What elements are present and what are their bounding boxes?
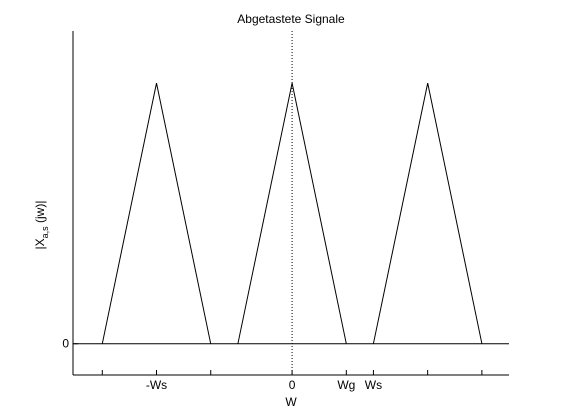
y-axis-label-suffix: (jw)| xyxy=(33,201,47,227)
x-tick-label-3: Wg xyxy=(337,378,355,392)
labels-group: -Ws 0 Wg Ws 0 Abgetastete Signale W |Xa,s (jw)| xyxy=(33,12,382,409)
series-line-3 xyxy=(372,82,483,344)
ticks-group xyxy=(73,343,483,375)
axes xyxy=(72,31,509,376)
x-tick-label-4: Ws xyxy=(365,378,382,392)
y-axis-label: |Xa,s (jw)| xyxy=(33,201,50,250)
y-axis-label-prefix: |X xyxy=(33,238,47,249)
y-axis-label-subscript: a,s xyxy=(40,226,50,239)
series-line-2 xyxy=(237,82,347,344)
series-line-1 xyxy=(101,82,212,344)
series-group xyxy=(101,82,483,344)
x-tick-label-2: 0 xyxy=(289,378,296,392)
x-tick-label-1: -Ws xyxy=(146,378,167,392)
chart-title: Abgetastete Signale xyxy=(237,12,345,26)
y-tick-label-1: 0 xyxy=(62,337,69,351)
x-axis-label: W xyxy=(285,395,297,409)
